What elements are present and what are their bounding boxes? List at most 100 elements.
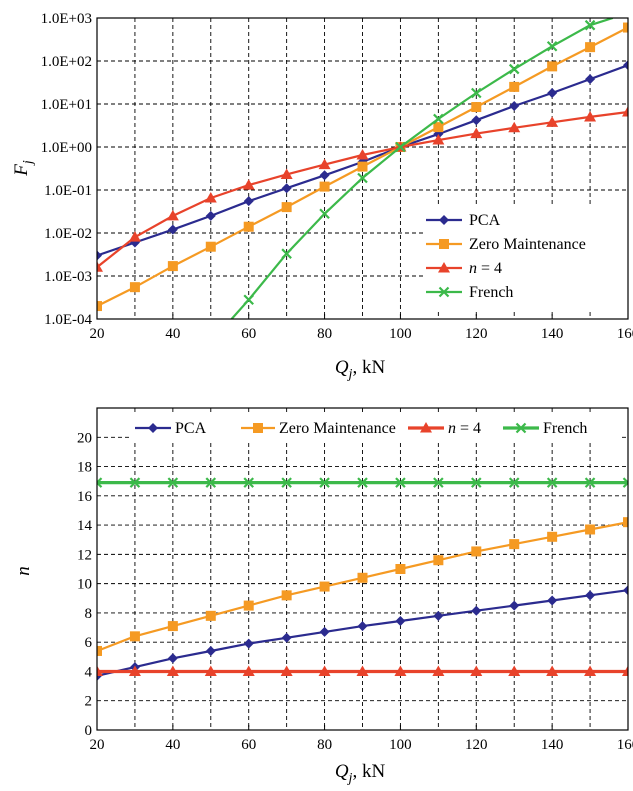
top-point-n-4 xyxy=(432,134,445,145)
top-point-pca xyxy=(547,88,558,99)
top-legend-label-n-4: n = 4 xyxy=(469,260,502,277)
bottom-legend-label-french: French xyxy=(543,420,587,437)
top-point-n-4 xyxy=(166,209,179,221)
bottom-point-pca xyxy=(281,632,292,643)
bottom-point-n-4 xyxy=(394,665,407,676)
top-y-tick-label: 1.0E-03 xyxy=(44,269,92,285)
bottom-point-french xyxy=(433,477,444,488)
bottom-point-n-4 xyxy=(204,665,217,676)
top-point-n-4 xyxy=(470,127,483,139)
top-y-tick-label: 1.0E+02 xyxy=(41,54,92,70)
bottom-x-tick-label: 120 xyxy=(465,737,488,753)
bottom-point-pca xyxy=(471,605,482,616)
bottom-point-french xyxy=(357,477,368,488)
bottom-point-pca xyxy=(509,600,520,611)
top-series-line-french xyxy=(230,18,614,319)
bottom-point-zero-maintenance xyxy=(623,517,628,528)
bottom-point-n-4 xyxy=(622,665,628,676)
bottom-point-zero-maintenance xyxy=(319,581,330,592)
bottom-point-french xyxy=(508,477,520,488)
bottom-y-tick-label: 0 xyxy=(85,723,93,739)
bottom-series-group xyxy=(97,477,628,681)
top-x-tick-label: 40 xyxy=(165,326,180,342)
top-point-french xyxy=(546,40,558,52)
top-point-zero-maintenance xyxy=(547,61,558,72)
top-point-french xyxy=(471,87,482,99)
top-point-french xyxy=(395,141,406,153)
top-point-n-4 xyxy=(280,168,293,179)
bottom-point-zero-maintenance xyxy=(97,645,102,656)
bottom-point-zero-maintenance xyxy=(547,531,558,542)
top-legend-marker-n-4 xyxy=(438,262,450,273)
top-x-tick-label: 120 xyxy=(465,326,488,342)
bottom-y-axis-label: n xyxy=(13,566,34,576)
bottom-point-pca xyxy=(167,653,178,664)
top-point-pca xyxy=(205,210,216,221)
top-point-zero-maintenance xyxy=(97,301,102,312)
bottom-point-n-4 xyxy=(432,665,445,676)
top-point-pca xyxy=(509,100,520,111)
bottom-point-zero-maintenance xyxy=(167,621,178,632)
top-point-n-4 xyxy=(204,192,217,203)
top-legend-marker-pca xyxy=(439,215,449,225)
bottom-y-tick-label: 12 xyxy=(77,547,92,563)
bottom-grid xyxy=(97,408,628,730)
top-point-pca xyxy=(281,183,292,194)
bottom-point-zero-maintenance xyxy=(433,555,444,566)
top-point-french xyxy=(281,248,292,259)
top-point-n-4 xyxy=(128,231,141,242)
bottom-point-french xyxy=(281,477,292,488)
bottom-point-zero-maintenance xyxy=(205,610,216,621)
bottom-y-tick-label: 8 xyxy=(85,606,93,622)
top-point-zero-maintenance xyxy=(357,161,368,172)
bottom-legend-label-n-4: n = 4 xyxy=(448,420,481,437)
top-point-pca xyxy=(167,224,178,235)
bottom-y-tick-label: 20 xyxy=(77,430,92,446)
top-x-tick-label: 100 xyxy=(389,326,412,342)
bottom-point-n-4 xyxy=(508,665,521,676)
bottom-y-tick-label: 10 xyxy=(77,577,92,593)
bottom-y-tick-label: 2 xyxy=(85,694,93,710)
top-y-axis-label: Fj xyxy=(11,160,36,177)
top-y-tick-label: 1.0E-01 xyxy=(44,183,92,199)
top-x-tick-label: 160 xyxy=(617,326,633,342)
bottom-point-pca xyxy=(357,621,368,632)
top-point-french xyxy=(319,208,330,220)
top-x-tick-label: 60 xyxy=(241,326,256,342)
top-point-zero-maintenance xyxy=(585,42,596,53)
top-y-tick-label: 1.0E+03 xyxy=(41,11,92,27)
bottom-point-n-4 xyxy=(128,665,141,676)
bottom-point-zero-maintenance xyxy=(129,631,140,642)
top-point-zero-maintenance xyxy=(129,282,140,293)
bottom-point-french xyxy=(97,477,103,488)
bottom-point-french xyxy=(584,477,596,488)
bottom-point-zero-maintenance xyxy=(471,546,482,557)
top-point-n-4 xyxy=(97,261,103,272)
top-point-n-4 xyxy=(546,116,559,127)
top-point-pca xyxy=(97,250,102,261)
top-point-n-4 xyxy=(622,106,628,117)
bottom-legend-marker-zero-maintenance xyxy=(253,423,263,433)
bottom-point-zero-maintenance xyxy=(357,572,368,583)
top-legend-marker-zero-maintenance xyxy=(439,239,449,249)
top-point-pca xyxy=(243,196,254,207)
top-point-pca xyxy=(319,170,330,181)
top-point-n-4 xyxy=(508,121,521,133)
top-legend-label-french: French xyxy=(469,284,513,301)
bottom-point-n-4 xyxy=(318,665,331,676)
bottom-point-n-4 xyxy=(584,665,597,676)
bottom-legend-box xyxy=(130,414,622,440)
bottom-point-zero-maintenance xyxy=(281,590,292,601)
top-point-zero-maintenance xyxy=(319,181,330,192)
top-legend-box xyxy=(424,206,626,311)
bottom-point-pca xyxy=(585,590,596,601)
top-plot-frame xyxy=(96,17,629,320)
top-point-french xyxy=(433,113,444,125)
top-x-tick-label: 20 xyxy=(90,326,105,342)
top-point-zero-maintenance xyxy=(623,22,628,33)
bottom-legend-label-pca: PCA xyxy=(175,420,207,437)
bottom-point-n-4 xyxy=(166,665,179,676)
top-series-group xyxy=(97,18,628,319)
bottom-legend-label-zero-maintenance: Zero Maintenance xyxy=(279,420,396,437)
top-point-n-4 xyxy=(318,158,331,170)
